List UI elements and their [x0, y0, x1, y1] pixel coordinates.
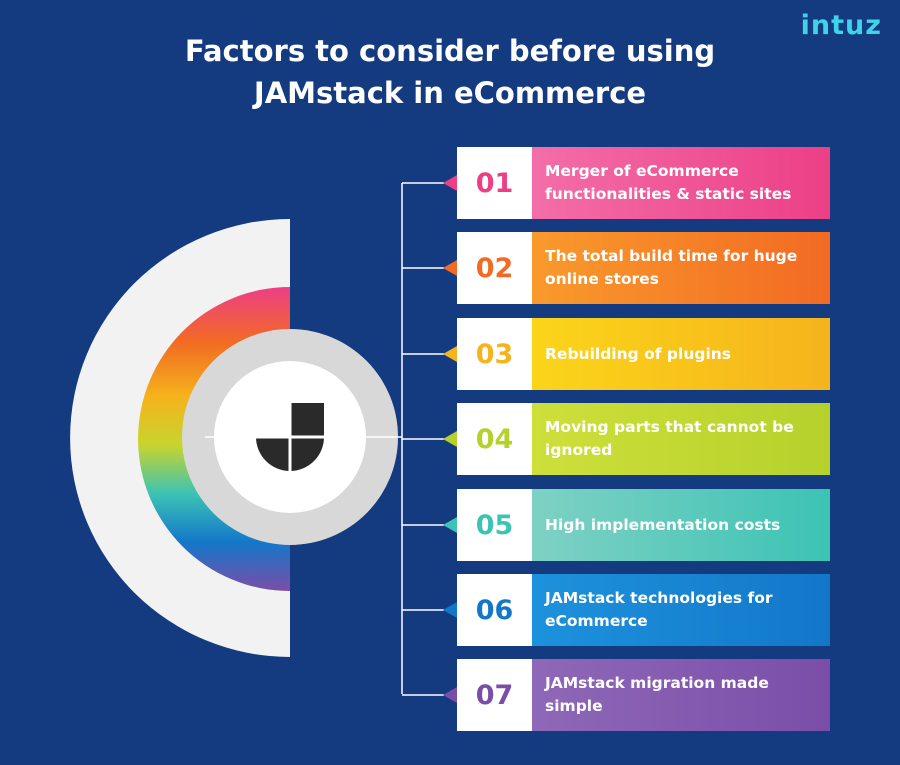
- factor-pointer: [443, 260, 457, 276]
- factor-item: 04 Moving parts that cannot be ignored: [457, 403, 830, 475]
- factor-item: 03 Rebuilding of plugins: [457, 318, 830, 390]
- factor-pointer: [443, 687, 457, 703]
- factor-text: Merger of eCommerce functionalities & st…: [532, 147, 830, 219]
- factor-pointer: [443, 175, 457, 191]
- factor-number: 06: [457, 574, 532, 646]
- factor-number: 04: [457, 403, 532, 475]
- jamstack-logo-icon: [256, 403, 324, 471]
- factor-text: The total build time for huge online sto…: [532, 232, 830, 304]
- factor-pointer: [443, 517, 457, 533]
- factor-item: 05 High implementation costs: [457, 489, 830, 561]
- factor-number: 05: [457, 489, 532, 561]
- factor-text: Rebuilding of plugins: [532, 318, 830, 390]
- factor-item: 02 The total build time for huge online s…: [457, 232, 830, 304]
- factor-text: JAMstack migration made simple: [532, 659, 830, 731]
- title-line-1: Factors to consider before using: [184, 34, 716, 68]
- factor-number: 07: [457, 659, 532, 731]
- factor-text: JAMstack technologies for eCommerce: [532, 574, 830, 646]
- title-line-2: JAMstack in eCommerce: [253, 76, 647, 110]
- factor-item: 01 Merger of eCommerce functionalities & …: [457, 147, 830, 219]
- factor-pointer: [443, 602, 457, 618]
- page-title: Factors to consider before using JAMstac…: [0, 30, 900, 114]
- factor-number: 03: [457, 318, 532, 390]
- intuz-logo: intuz: [800, 10, 882, 41]
- factor-number: 02: [457, 232, 532, 304]
- factor-pointer: [443, 346, 457, 362]
- factor-number: 01: [457, 147, 532, 219]
- factor-text: Moving parts that cannot be ignored: [532, 403, 830, 475]
- factor-item: 07 JAMstack migration made simple: [457, 659, 830, 731]
- factor-item: 06 JAMstack technologies for eCommerce: [457, 574, 830, 646]
- factor-text: High implementation costs: [532, 489, 830, 561]
- factor-pointer: [443, 431, 457, 447]
